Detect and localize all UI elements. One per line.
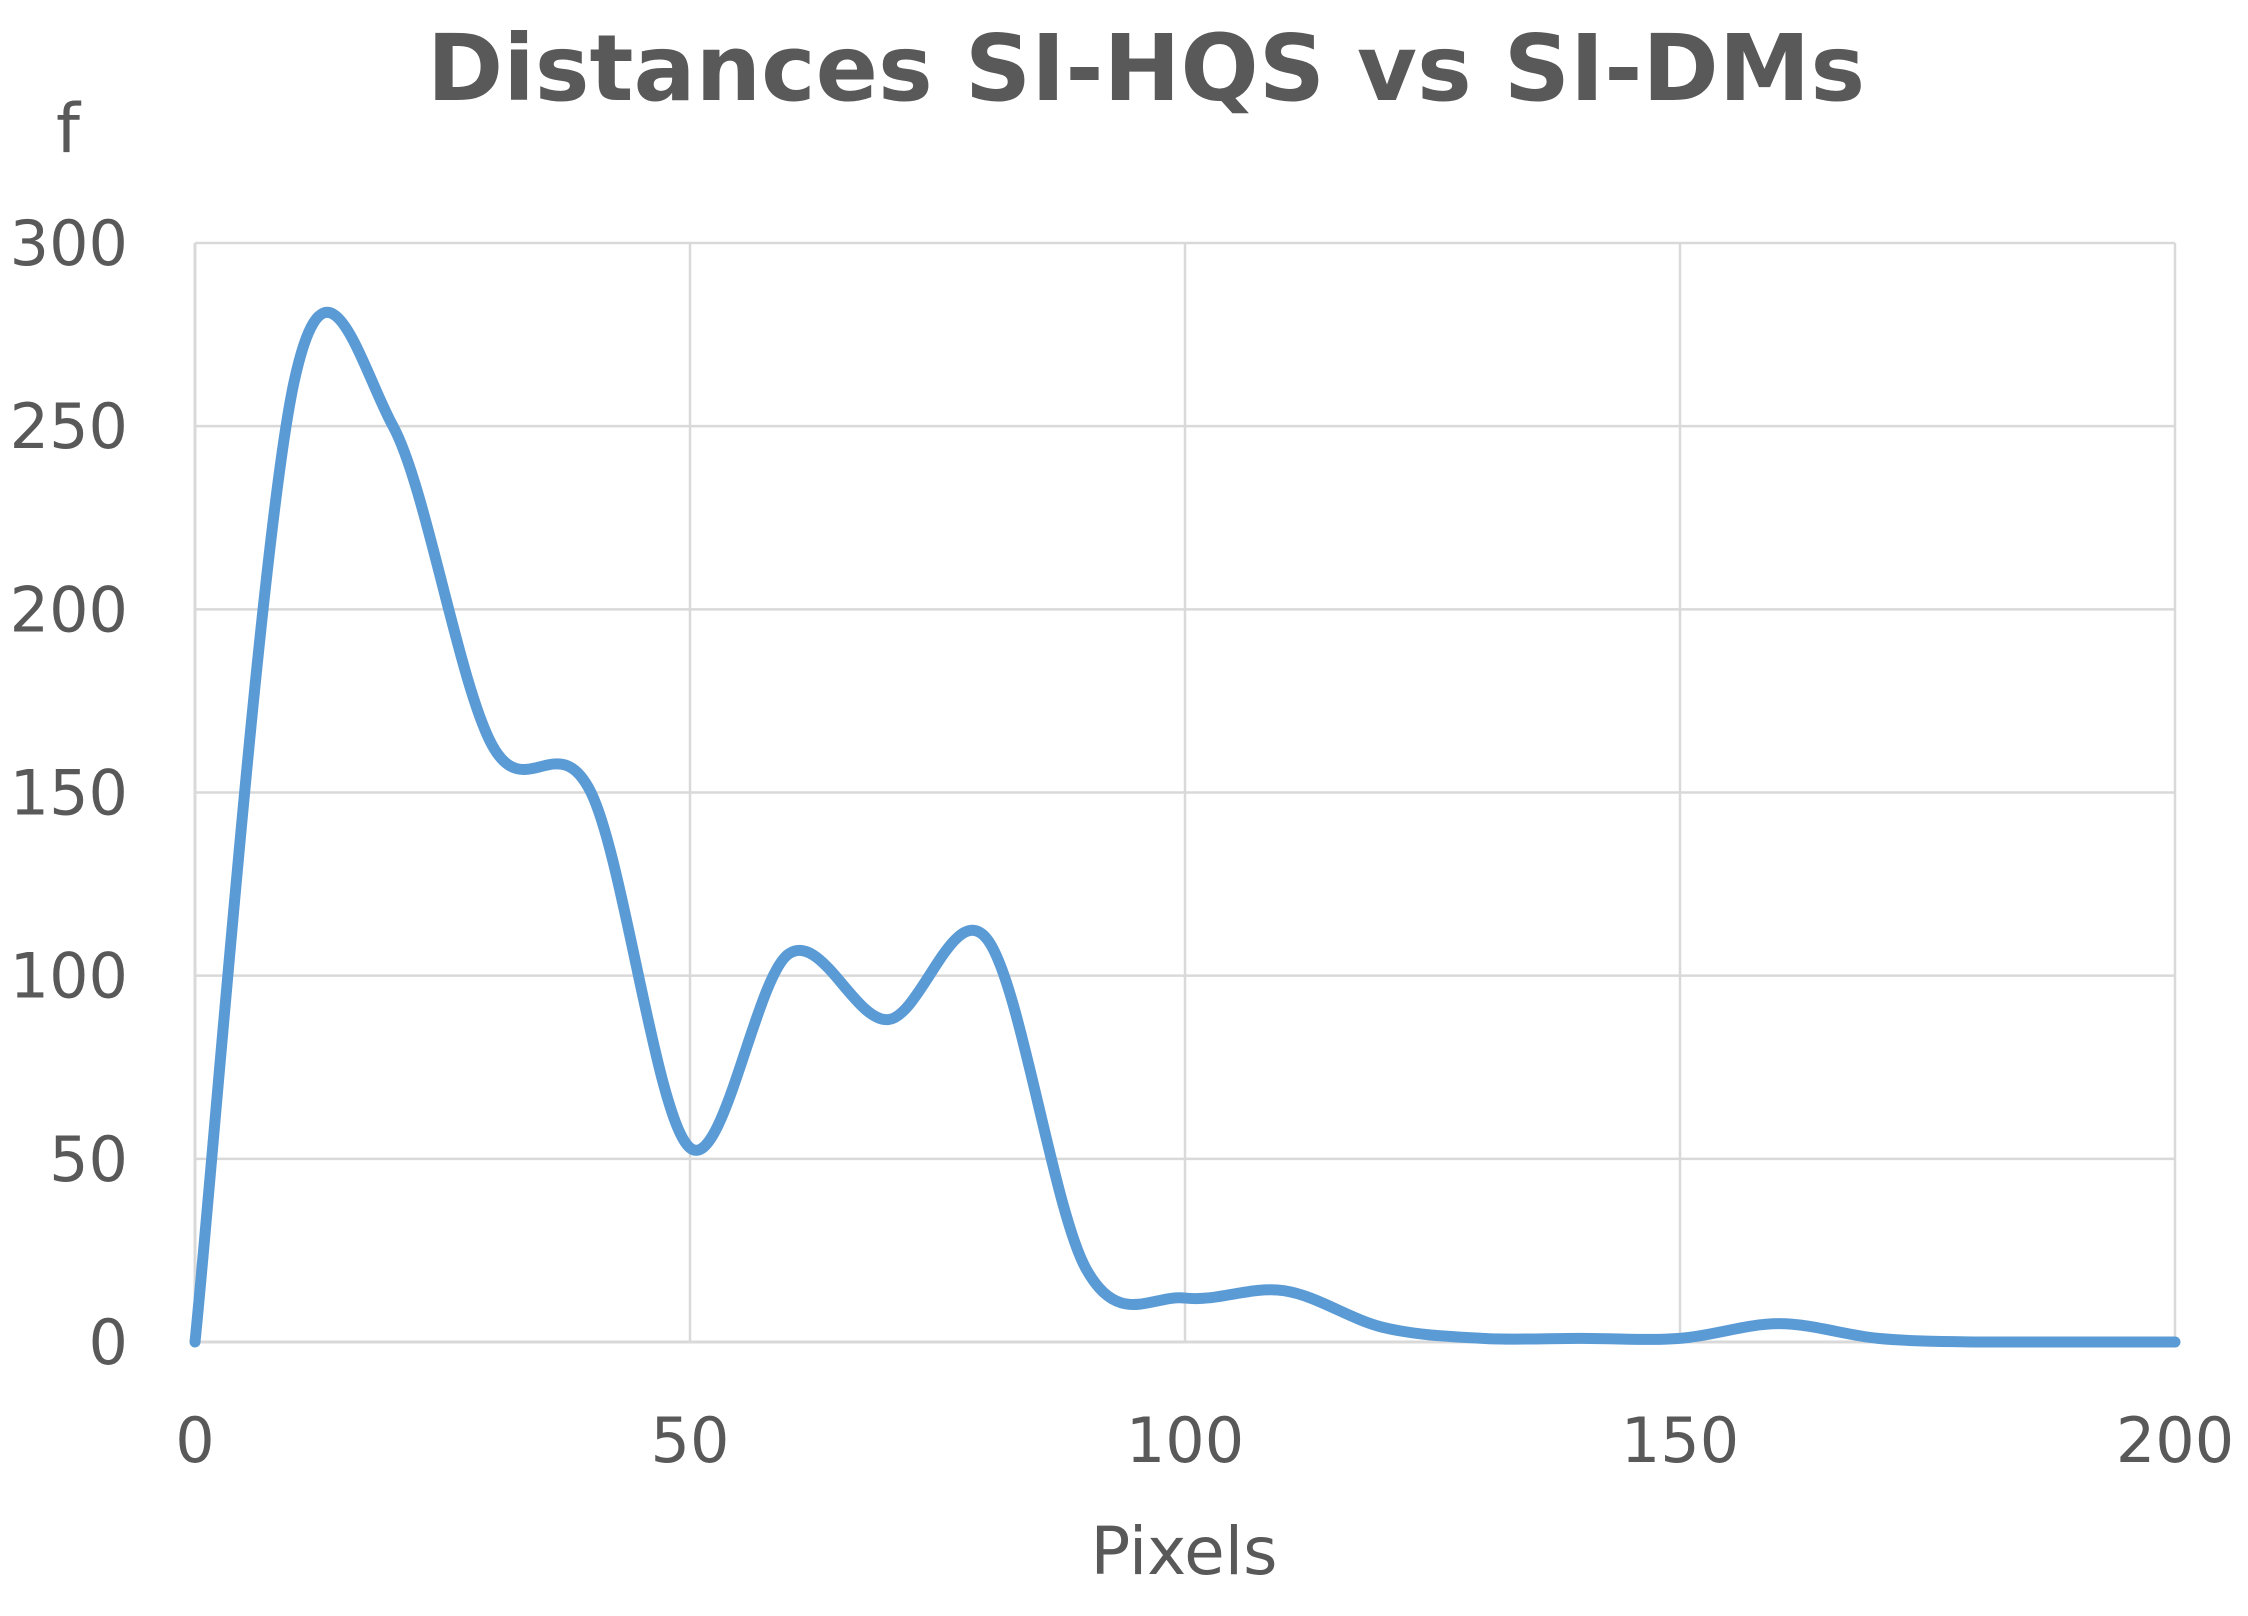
x-tick-label: 150: [1621, 1404, 1739, 1477]
x-axis-label: Pixels: [1090, 1513, 1277, 1590]
y-tick-label: 200: [10, 573, 128, 646]
y-tick-label: 150: [10, 757, 128, 830]
y-axis-label: f: [56, 90, 82, 169]
chart-title: Distances SI-HQS vs SI-DMs: [427, 15, 1865, 122]
axes: [193, 243, 2175, 1344]
x-tick-label: 50: [651, 1404, 730, 1477]
chart-labels: Distances SI-HQS vs SI-DMs f Pixels 0 50 1…: [10, 15, 2235, 1590]
y-tick-label: 250: [10, 390, 128, 463]
x-tick-label: 0: [175, 1404, 214, 1477]
y-tick-label: 100: [10, 940, 128, 1013]
y-tick-label: 300: [10, 207, 128, 280]
gridlines: [195, 241, 2177, 1342]
series-line: [189, 306, 2181, 1348]
y-tick-label: 0: [89, 1306, 128, 1379]
x-tick-label: 100: [1126, 1404, 1244, 1477]
series-layer: [189, 306, 2181, 1348]
y-tick-label: 50: [49, 1123, 128, 1196]
x-tick-label: 200: [2116, 1404, 2234, 1477]
